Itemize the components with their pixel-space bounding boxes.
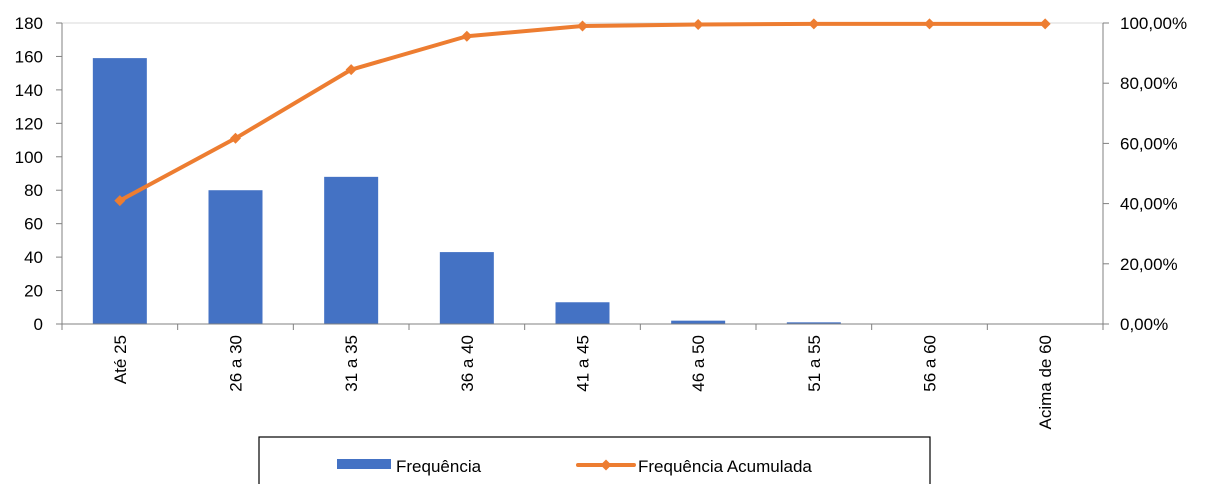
y-left-tick-label-8: 160: [15, 47, 43, 66]
cumulative-point-7: [924, 18, 935, 30]
cumulative-point-3: [461, 30, 473, 42]
bar-6: [786, 322, 841, 324]
bar-4: [555, 302, 610, 324]
cumulative-point-0: [114, 195, 126, 207]
cumulative-point-1: [230, 132, 241, 144]
y-right-tick-label-1: 20,00%: [1120, 255, 1178, 274]
x-category-label-0: Até 25: [111, 335, 130, 384]
cumulative-point-4: [577, 20, 588, 32]
y-right-tick-label-2: 40,00%: [1120, 195, 1178, 214]
legend-label-acumulada: Frequência Acumulada: [638, 457, 812, 476]
x-category-label-2: 31 a 35: [342, 335, 361, 392]
legend-swatch-frequencia: [337, 459, 391, 469]
x-category-label-7: 56 a 60: [921, 335, 940, 392]
y-left-tick-label-4: 80: [24, 181, 43, 200]
cumulative-line: [117, 21, 1048, 203]
y-right-tick-label-3: 60,00%: [1120, 134, 1178, 153]
x-category-label-5: 46 a 50: [689, 335, 708, 392]
cumulative-point-5: [692, 19, 704, 31]
cumulative-point-8: [1039, 18, 1051, 30]
x-category-label-8: Acima de 60: [1036, 335, 1055, 430]
x-category-label-6: 51 a 55: [805, 335, 824, 392]
y-right-tick-label-4: 80,00%: [1120, 74, 1178, 93]
bar-2: [324, 176, 379, 324]
bar-3: [439, 252, 494, 324]
y-left-tick-label-1: 20: [24, 282, 43, 301]
y-left-tick-label-5: 100: [15, 148, 43, 167]
legend-swatch-marker-acumulada: [600, 459, 612, 471]
cumulative-point-2: [345, 64, 357, 76]
y-right-tick-label-0: 0,00%: [1120, 315, 1168, 334]
y-left-tick-label-6: 120: [15, 114, 43, 133]
y-left-tick-label-2: 40: [24, 248, 43, 267]
bar-5: [671, 320, 726, 324]
y-left-tick-label-3: 60: [24, 215, 43, 234]
y-left-tick-label-7: 140: [15, 81, 43, 100]
cumulative-point-6: [808, 18, 820, 30]
y-left-tick-label-0: 0: [34, 315, 43, 334]
x-category-label-4: 41 a 45: [574, 335, 593, 392]
x-category-label-1: 26 a 30: [227, 335, 246, 392]
y-right-tick-label-5: 100,00%: [1120, 14, 1187, 33]
bar-1: [208, 190, 263, 324]
legend-label-frequencia: Frequência: [396, 457, 482, 476]
x-category-label-3: 36 a 40: [458, 335, 477, 392]
y-left-tick-label-9: 180: [15, 14, 43, 33]
